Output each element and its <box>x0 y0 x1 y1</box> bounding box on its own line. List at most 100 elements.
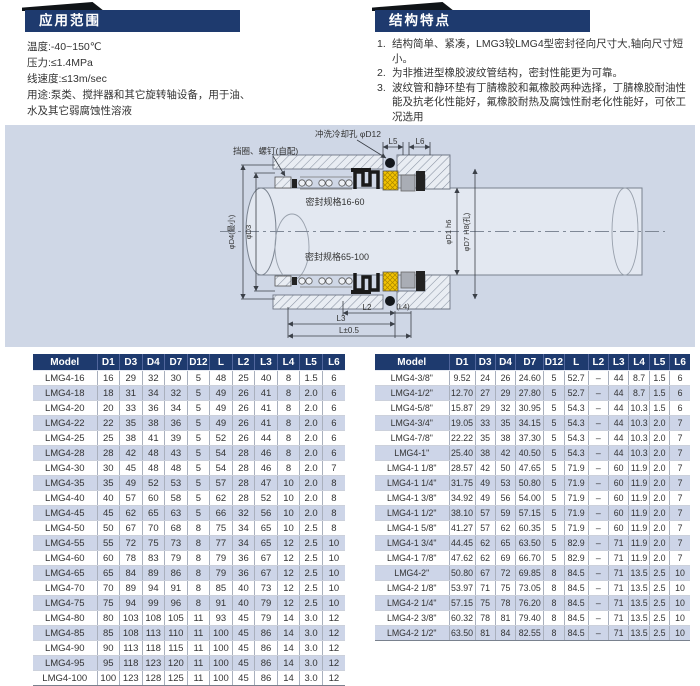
label-d3: φD3 <box>244 225 253 239</box>
value-cell: 44 <box>608 445 630 461</box>
value-cell: – <box>588 535 610 551</box>
column-header: L6 <box>322 354 345 371</box>
value-cell: 34 <box>232 520 256 536</box>
value-cell: 47 <box>254 475 278 491</box>
value-cell: 50 <box>97 520 121 536</box>
value-cell: 2.5 <box>299 550 323 566</box>
label-l3: L3 <box>337 314 346 323</box>
value-cell: 123 <box>142 655 166 671</box>
value-cell: 85 <box>209 580 233 596</box>
value-cell: 10 <box>322 535 345 551</box>
springs <box>298 277 353 285</box>
value-cell: – <box>588 625 610 641</box>
model-cell: LMG4-1/2" <box>375 385 450 401</box>
value-cell: 79.40 <box>515 610 545 626</box>
label-d1: φD1 h6 <box>444 220 453 245</box>
table-row: LMG4-2" 50.80 67 72 69.85 8 84.5–71 13.5 2.5 10 <box>375 565 690 581</box>
value-cell: 71.9 <box>564 520 589 536</box>
value-cell: 2.0 <box>649 445 671 461</box>
table-row: LMG4-90 90 113 118 115 11 100 45 86 14 3.0 12 <box>33 640 345 656</box>
header-row: Model D1 D3 D4 D7 D12 L L2 L3 L4 L5 L6 <box>375 354 690 371</box>
table-row: LMG4-2 1/2" 63.50 81 84 82.55 8 84.5–71 13.5 2.5… <box>375 625 690 641</box>
value-cell: – <box>588 475 610 491</box>
value-cell: 5 <box>187 490 211 506</box>
table-row: LMG4-2 1/4" 57.15 75 78 76.20 8 84.5–71 13.5 2.5… <box>375 595 690 611</box>
value-cell: 6 <box>669 370 690 386</box>
value-cell: 8 <box>187 520 211 536</box>
value-cell: 118 <box>142 640 166 656</box>
value-cell: 2.5 <box>299 535 323 551</box>
value-cell: 10 <box>277 490 301 506</box>
value-cell: 65 <box>495 535 517 551</box>
model-cell: LMG4-60 <box>33 550 98 566</box>
value-cell: 52.7 <box>564 385 589 401</box>
value-cell: 25 <box>232 370 256 386</box>
model-cell: LMG4-2 3/8" <box>375 610 450 626</box>
label-d4: φD4(最小) <box>227 214 236 249</box>
value-cell: – <box>588 550 610 566</box>
value-cell: 8 <box>543 565 565 581</box>
value-cell: 60 <box>608 520 630 536</box>
value-cell: 78 <box>475 610 496 626</box>
value-cell: 5 <box>543 370 565 386</box>
value-cell: 94 <box>119 595 143 611</box>
column-header: D3 <box>119 354 143 371</box>
value-cell: 81 <box>495 610 517 626</box>
value-cell: 53.97 <box>449 580 476 596</box>
value-cell: 43 <box>164 445 188 461</box>
seal-cross-section-diagram: 冲洗冷却孔 φD12 挡圈、螺钉(自配) L5 L6 密封规格16-60 密封规… <box>220 129 665 339</box>
value-cell: 36 <box>232 550 256 566</box>
value-cell: 71 <box>608 565 630 581</box>
value-cell: 13.5 <box>628 565 650 581</box>
value-cell: 44 <box>608 385 630 401</box>
value-cell: 50.80 <box>515 475 545 491</box>
value-cell: 70 <box>97 580 121 596</box>
rubber-bellows <box>353 170 380 189</box>
value-cell: 12 <box>322 640 345 656</box>
value-cell: 11.9 <box>628 460 650 476</box>
value-cell: 5 <box>187 385 211 401</box>
table-row: LMG4-80 80 103 108 105 11 93 45 79 14 3.0 12 <box>33 610 345 626</box>
value-cell: 90 <box>97 640 121 656</box>
value-cell: 35 <box>97 475 121 491</box>
value-cell: 118 <box>119 655 143 671</box>
value-cell: 5 <box>543 385 565 401</box>
value-cell: 113 <box>142 625 166 641</box>
model-cell: LMG4-18 <box>33 385 98 401</box>
value-cell: 63.50 <box>449 625 476 641</box>
value-cell: 32 <box>232 505 256 521</box>
model-cell: LMG4-7/8" <box>375 430 450 446</box>
label-l-tol: L±0.5 <box>339 326 360 335</box>
value-cell: 108 <box>119 625 143 641</box>
model-cell: LMG4-40 <box>33 490 98 506</box>
table-row: LMG4-1 7/8" 47.62 62 69 66.70 5 82.9–71 11.9 2.0… <box>375 550 690 566</box>
value-cell: 33 <box>119 400 143 416</box>
value-cell: 48 <box>142 445 166 461</box>
value-cell: 100 <box>209 640 233 656</box>
application-specs: 温度:-40~150℃ 压力:≤1.4MPa 线速度:≤13m/sec 用途:泵… <box>27 39 357 119</box>
table-row: LMG4-22 22 35 38 36 5 49 26 41 8 2.0 6 <box>33 415 345 431</box>
value-cell: 39 <box>164 430 188 446</box>
value-cell: 84.5 <box>564 580 589 596</box>
value-cell: 13.5 <box>628 580 650 596</box>
column-header: L2 <box>588 354 610 371</box>
label-l6: L6 <box>416 137 425 146</box>
value-cell: 38 <box>119 430 143 446</box>
value-cell: 82.9 <box>564 535 589 551</box>
value-cell: 57.15 <box>515 505 545 521</box>
value-cell: 63.50 <box>515 535 545 551</box>
value-cell: 93 <box>209 610 233 626</box>
value-cell: 36 <box>232 565 256 581</box>
value-cell: 56 <box>495 490 517 506</box>
value-cell: 3.0 <box>299 625 323 641</box>
value-cell: 38.10 <box>449 505 476 521</box>
value-cell: 54.3 <box>564 415 589 431</box>
value-cell: 35 <box>119 415 143 431</box>
value-cell: 40 <box>232 580 256 596</box>
value-cell: 8 <box>543 580 565 596</box>
model-cell: LMG4-55 <box>33 535 98 551</box>
value-cell: 53 <box>164 475 188 491</box>
value-cell: 8 <box>277 385 301 401</box>
model-cell: LMG4-1 5/8" <box>375 520 450 536</box>
value-cell: 27 <box>475 385 496 401</box>
